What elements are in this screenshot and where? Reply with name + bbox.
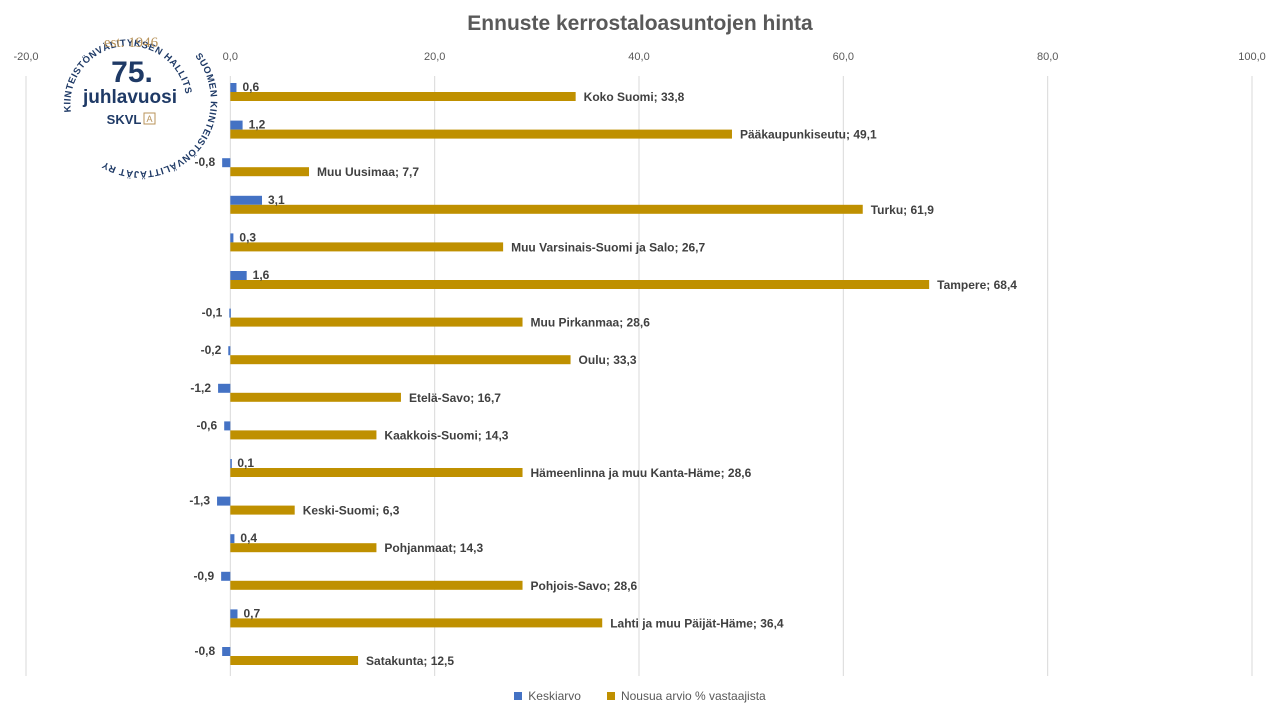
bar-nousua	[230, 392, 401, 402]
x-tick-label: 80,0	[1037, 51, 1058, 63]
data-label-keskiarvo: -0,2	[201, 343, 222, 357]
bar-keskiarvo	[222, 158, 231, 168]
data-label-nousua: Turku; 61,9	[871, 203, 934, 217]
bar-keskiarvo	[222, 647, 231, 656]
gridlines	[25, 76, 1253, 676]
bar-nousua	[230, 242, 504, 252]
data-label-nousua: Muu Uusimaa; 7,7	[317, 165, 419, 179]
data-label-nousua: Muu Varsinais-Suomi ja Salo; 26,7	[511, 240, 705, 254]
data-label-nousua: Lahti ja muu Päijät-Häme; 36,4	[610, 616, 784, 630]
logo-badge-letter: A	[146, 114, 152, 124]
data-label-keskiarvo: 0,7	[243, 606, 260, 620]
bar-nousua	[230, 92, 576, 101]
logo-brand: SKVL	[107, 112, 142, 127]
bar-keskiarvo	[230, 83, 237, 92]
x-tick-label: -20,0	[13, 51, 38, 63]
data-label-keskiarvo: 0,1	[237, 456, 254, 470]
bar-nousua	[230, 317, 523, 327]
bar-nousua	[230, 280, 930, 289]
legend-label-nousua: Nousua arvio % vastaajista	[620, 689, 766, 703]
data-label-nousua: Pohjanmaat; 14,3	[384, 541, 483, 555]
bar-keskiarvo	[228, 346, 231, 356]
x-tick-label: 20,0	[424, 51, 445, 63]
logo-number: 75.	[111, 56, 153, 89]
legend-swatch-nousua	[606, 692, 615, 700]
x-tick-label: 40,0	[628, 51, 649, 63]
data-label-nousua: Etelä-Savo; 16,7	[409, 391, 501, 405]
data-label-keskiarvo: -0,9	[193, 569, 214, 583]
legend-item-keskiarvo: Keskiarvo	[514, 689, 581, 703]
bar-keskiarvo	[218, 383, 231, 393]
data-label-nousua: Pääkaupunkiseutu; 49,1	[740, 128, 877, 142]
data-label-keskiarvo: 0,6	[242, 80, 259, 94]
logo-est: est. 1946	[104, 35, 159, 51]
bar-keskiarvo	[230, 459, 232, 468]
bar-keskiarvo	[224, 421, 231, 431]
legend-swatch-keskiarvo	[514, 692, 523, 700]
data-label-nousua: Hämeenlinna ja muu Kanta-Häme; 28,6	[531, 466, 752, 480]
bar-nousua	[230, 543, 377, 553]
bar-nousua	[230, 505, 295, 515]
data-label-nousua: Kaakkois-Suomi; 14,3	[384, 428, 508, 442]
bar-nousua	[230, 656, 359, 665]
chart-title: Ennuste kerrostaloasuntojen hinta	[467, 12, 813, 35]
legend-item-nousua: Nousua arvio % vastaajista	[606, 689, 766, 703]
data-label-keskiarvo: -0,8	[194, 155, 215, 169]
bar-keskiarvo	[230, 534, 235, 544]
x-tick-label: 60,0	[833, 51, 854, 63]
data-label-nousua: Oulu; 33,3	[579, 353, 637, 367]
data-label-nousua: Muu Pirkanmaa; 28,6	[531, 316, 651, 330]
data-label-nousua: Koko Suomi; 33,8	[584, 90, 685, 104]
data-label-keskiarvo: 0,4	[240, 531, 257, 545]
bar-keskiarvo	[217, 496, 231, 506]
data-label-keskiarvo: 3,1	[268, 193, 285, 207]
data-label-nousua: Keski-Suomi; 6,3	[303, 504, 400, 518]
legend-label-keskiarvo: Keskiarvo	[528, 689, 581, 703]
data-label-nousua: Satakunta; 12,5	[366, 654, 454, 668]
bar-keskiarvo	[230, 271, 247, 280]
bar-keskiarvo	[221, 571, 231, 581]
bar-nousua	[230, 204, 863, 214]
bar-nousua	[230, 580, 523, 590]
logo-seal	[58, 20, 198, 160]
x-tick-label: 100,0	[1238, 51, 1266, 63]
data-label-keskiarvo: 1,6	[253, 268, 270, 282]
data-label-keskiarvo: -1,2	[190, 381, 211, 395]
bar-nousua	[230, 167, 310, 177]
logo-badge-frame	[143, 112, 156, 125]
data-label-keskiarvo: -1,3	[189, 494, 210, 508]
x-tick-label: 0,0	[223, 51, 238, 63]
data-label-keskiarvo: 1,2	[249, 118, 266, 132]
data-label-keskiarvo: -0,1	[202, 306, 223, 320]
chart-legend: Keskiarvo Nousua arvio % vastaajista	[0, 689, 1280, 703]
data-labels: 0,6 Koko Suomi; 33,8 1,2 Pääkaupunkiseutu; …	[189, 80, 1017, 668]
bar-keskiarvo	[230, 609, 238, 619]
bar-keskiarvo	[230, 120, 243, 130]
data-label-nousua: Pohjois-Savo; 28,6	[531, 579, 638, 593]
bar-nousua	[230, 129, 732, 139]
data-label-keskiarvo: 0,3	[239, 230, 256, 244]
bar-nousua	[230, 468, 523, 477]
bar-keskiarvo	[230, 195, 263, 205]
data-label-keskiarvo: -0,6	[197, 418, 218, 432]
bars	[217, 83, 930, 665]
skvl-75-anniversary-logo: KIINTEISTÖNVÄLITYKSEN HALLITSIJA SUOMEN …	[0, 0, 218, 179]
logo-jubilee: juhlavuosi	[82, 87, 177, 108]
bar-keskiarvo	[230, 233, 234, 243]
bar-nousua	[230, 430, 377, 440]
bar-keskiarvo	[229, 308, 231, 318]
bar-nousua	[230, 355, 571, 365]
data-label-nousua: Tampere; 68,4	[937, 278, 1017, 292]
x-axis-ticks: -20,0 0,0 20,0 40,0 60,0 80,0 100,0	[13, 51, 1265, 63]
data-label-keskiarvo: -0,8	[194, 644, 215, 658]
bar-nousua	[230, 618, 603, 628]
